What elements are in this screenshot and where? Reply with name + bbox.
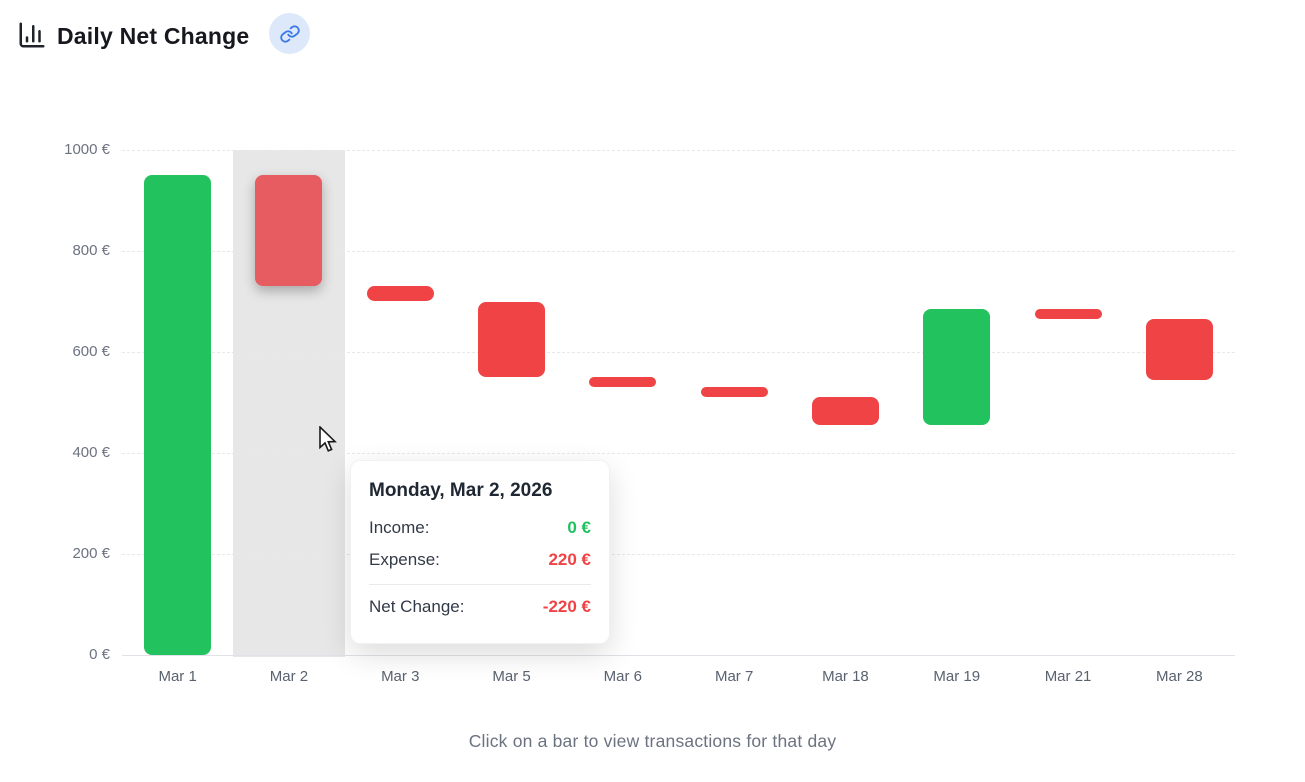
x-tick-label-mar-5: Mar 5 bbox=[492, 668, 531, 685]
net-change-value: -220 € bbox=[542, 597, 591, 616]
x-tick-label-mar-7: Mar 7 bbox=[714, 668, 754, 685]
tooltip-divider bbox=[369, 584, 591, 585]
bar-mar-21[interactable] bbox=[1034, 309, 1102, 320]
bar-mar-18[interactable] bbox=[811, 397, 879, 426]
y-tick-label-200: 200 € bbox=[72, 545, 110, 562]
gridline-800 bbox=[122, 251, 1235, 252]
gridline-600 bbox=[122, 352, 1235, 353]
expense-label: Expense: bbox=[369, 550, 440, 569]
bar-mar-6[interactable] bbox=[589, 377, 657, 388]
tooltip-expense-row: Expense: 220 € bbox=[369, 550, 591, 570]
y-tick-label-400: 400 € bbox=[72, 444, 110, 461]
bar-mar-19[interactable] bbox=[923, 309, 991, 426]
x-tick-label-mar-18: Mar 18 bbox=[822, 668, 869, 685]
mouse-cursor-icon bbox=[317, 425, 339, 459]
link-transactions-button[interactable] bbox=[269, 13, 310, 54]
gridline-400 bbox=[122, 453, 1235, 454]
net-change-label: Net Change: bbox=[369, 597, 465, 616]
page-title: Daily Net Change bbox=[57, 23, 250, 49]
chart-header: Daily Net Change bbox=[0, 0, 1305, 70]
bar-chart-icon bbox=[17, 20, 47, 50]
waterfall-plot-area bbox=[122, 150, 1235, 657]
tooltip: Monday, Mar 2, 2026 Income: 0 € Expense:… bbox=[350, 460, 610, 644]
x-tick-label-mar-6: Mar 6 bbox=[603, 668, 642, 685]
footer-hint: Click on a bar to view transactions for … bbox=[468, 731, 837, 751]
bar-mar-2[interactable] bbox=[255, 175, 323, 287]
y-tick-label-1000: 1000 € bbox=[64, 141, 110, 158]
tooltip-income-row: Income: 0 € bbox=[369, 518, 591, 538]
x-axis-line bbox=[122, 655, 1235, 656]
x-tick-label-mar-2: Mar 2 bbox=[269, 668, 309, 685]
y-tick-label-600: 600 € bbox=[72, 343, 110, 360]
x-tick-label-mar-1: Mar 1 bbox=[158, 668, 197, 685]
x-tick-label-mar-28: Mar 28 bbox=[1155, 668, 1203, 685]
bar-mar-7[interactable] bbox=[700, 387, 768, 398]
link-icon bbox=[279, 24, 300, 44]
x-tick-label-mar-3: Mar 3 bbox=[381, 668, 420, 685]
expense-value: 220 € bbox=[548, 550, 591, 569]
y-tick-label-800: 800 € bbox=[72, 242, 110, 259]
bar-mar-1[interactable] bbox=[144, 175, 212, 655]
tooltip-net-row: Net Change: -220 € bbox=[369, 597, 591, 617]
income-value: 0 € bbox=[567, 518, 591, 537]
x-tick-label-mar-19: Mar 19 bbox=[933, 668, 981, 685]
gridline-1000 bbox=[122, 150, 1235, 151]
income-label: Income: bbox=[369, 518, 430, 537]
bar-mar-28[interactable] bbox=[1145, 319, 1213, 380]
bar-mar-3[interactable] bbox=[366, 286, 434, 302]
tooltip-date: Monday, Mar 2, 2026 bbox=[369, 480, 553, 501]
gridline-200 bbox=[122, 554, 1235, 555]
bar-mar-5[interactable] bbox=[478, 301, 546, 378]
x-tick-label-mar-21: Mar 21 bbox=[1044, 668, 1092, 685]
y-tick-label-0: 0 € bbox=[89, 646, 110, 663]
